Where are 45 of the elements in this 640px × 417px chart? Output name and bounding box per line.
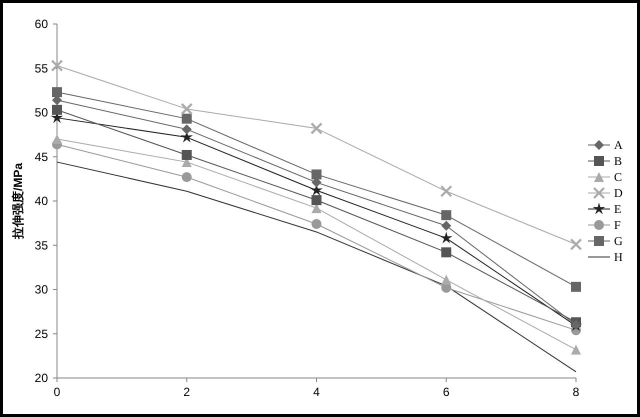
point bbox=[440, 185, 452, 198]
point bbox=[571, 344, 581, 355]
point bbox=[312, 169, 322, 180]
x-tick-label: 6 bbox=[442, 385, 450, 399]
y-tick-label: 60 bbox=[34, 17, 48, 31]
y-axis-title: 拉伸强度/MPa bbox=[11, 162, 25, 240]
point bbox=[182, 124, 192, 134]
x-tick-label: 0 bbox=[54, 385, 61, 399]
legend-label: D bbox=[614, 186, 623, 200]
x-tick-label: 8 bbox=[572, 385, 580, 399]
y-tick-label: 50 bbox=[34, 106, 48, 120]
y-tick-label: 40 bbox=[34, 194, 48, 208]
legend-label: G bbox=[614, 234, 623, 248]
y-tick-label: 35 bbox=[34, 238, 48, 252]
point bbox=[50, 59, 64, 72]
point bbox=[571, 282, 581, 292]
x-tick-label: 2 bbox=[183, 385, 190, 399]
y-tick-label: 20 bbox=[34, 371, 48, 385]
point bbox=[570, 238, 582, 250]
y-tick-label: 55 bbox=[34, 61, 48, 76]
point bbox=[312, 195, 322, 206]
point bbox=[52, 87, 62, 98]
point bbox=[182, 150, 192, 160]
point bbox=[312, 219, 322, 230]
point bbox=[182, 172, 192, 182]
point bbox=[441, 210, 452, 220]
legend-label: C bbox=[614, 170, 622, 184]
point bbox=[52, 104, 62, 115]
legend-label: E bbox=[614, 202, 622, 216]
point bbox=[440, 232, 452, 244]
legend-label: A bbox=[614, 138, 623, 152]
legend-label: B bbox=[614, 154, 622, 168]
y-tick-label: 45 bbox=[34, 150, 48, 164]
point bbox=[441, 274, 452, 285]
legend-label: H bbox=[614, 250, 623, 264]
point bbox=[441, 247, 452, 258]
point bbox=[182, 114, 192, 124]
legend-label: F bbox=[614, 218, 621, 232]
point bbox=[180, 102, 193, 116]
y-tick-label: 30 bbox=[34, 282, 48, 296]
x-tick-label: 4 bbox=[313, 385, 320, 399]
y-tick-label: 25 bbox=[34, 326, 48, 341]
point bbox=[441, 220, 452, 231]
point bbox=[52, 134, 62, 144]
point bbox=[310, 122, 323, 135]
